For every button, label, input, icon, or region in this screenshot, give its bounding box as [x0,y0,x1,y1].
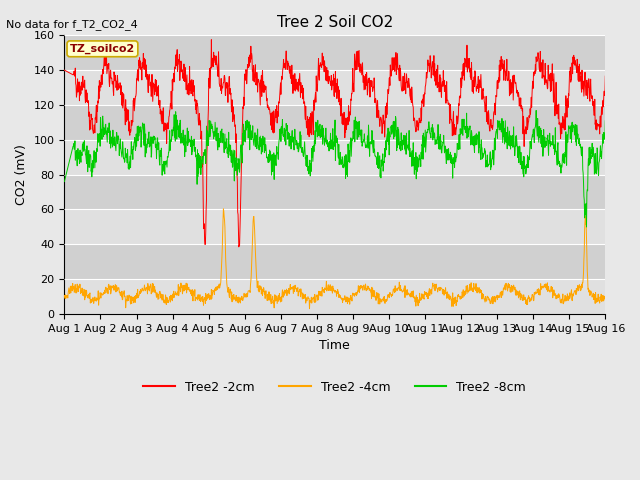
Tree2 -8cm [538,128,545,133]
Tree2 -8cm [61,179,68,184]
Tree2 -4cm [61,294,68,300]
Title: Tree 2 Soil CO2: Tree 2 Soil CO2 [276,15,393,30]
Bar [65,105,605,140]
Tree2 -4cm [490,294,498,300]
Tree2 -4cm [168,297,175,302]
Tree2 -2cm [242,67,250,72]
Tree2 -4cm [420,296,428,301]
Bar [65,244,605,279]
Tree2 -4cm [181,282,189,288]
Line: Tree2 -4cm: Tree2 -4cm [65,209,605,309]
Tree2 -8cm [181,154,189,159]
Tree2 -8cm [532,108,540,113]
Tree2 -8cm [490,148,497,154]
Tree2 -8cm [241,139,249,145]
Tree2 -4cm [538,284,546,290]
Bar [65,175,605,209]
Tree2 -2cm [207,37,215,43]
Tree2 -2cm [168,99,175,105]
Tree2 -2cm [420,92,428,97]
X-axis label: Time: Time [319,339,350,352]
Bar [65,140,605,175]
Bar [65,279,605,314]
Tree2 -4cm [306,306,314,312]
Tree2 -2cm [181,79,189,84]
Tree2 -8cm [168,136,175,142]
Text: No data for f_T2_CO2_4: No data for f_T2_CO2_4 [6,19,138,30]
Y-axis label: CO2 (mV): CO2 (mV) [15,144,28,205]
Tree2 -8cm [419,133,426,139]
Tree2 -2cm [235,244,243,250]
Bar [65,70,605,105]
Legend: Tree2 -2cm, Tree2 -4cm, Tree2 -8cm: Tree2 -2cm, Tree2 -4cm, Tree2 -8cm [138,376,531,399]
Tree2 -4cm [602,295,609,300]
Tree2 -2cm [602,73,609,79]
Tree2 -8cm [582,224,590,230]
Tree2 -4cm [242,291,250,297]
Bar [65,36,605,70]
Bar [65,209,605,244]
Tree2 -2cm [61,67,68,73]
Line: Tree2 -2cm: Tree2 -2cm [65,40,605,247]
Tree2 -2cm [490,108,498,114]
Tree2 -8cm [602,118,609,124]
Tree2 -2cm [538,60,546,66]
Tree2 -4cm [220,206,227,212]
Line: Tree2 -8cm: Tree2 -8cm [65,110,605,227]
Text: TZ_soilco2: TZ_soilco2 [70,44,135,54]
